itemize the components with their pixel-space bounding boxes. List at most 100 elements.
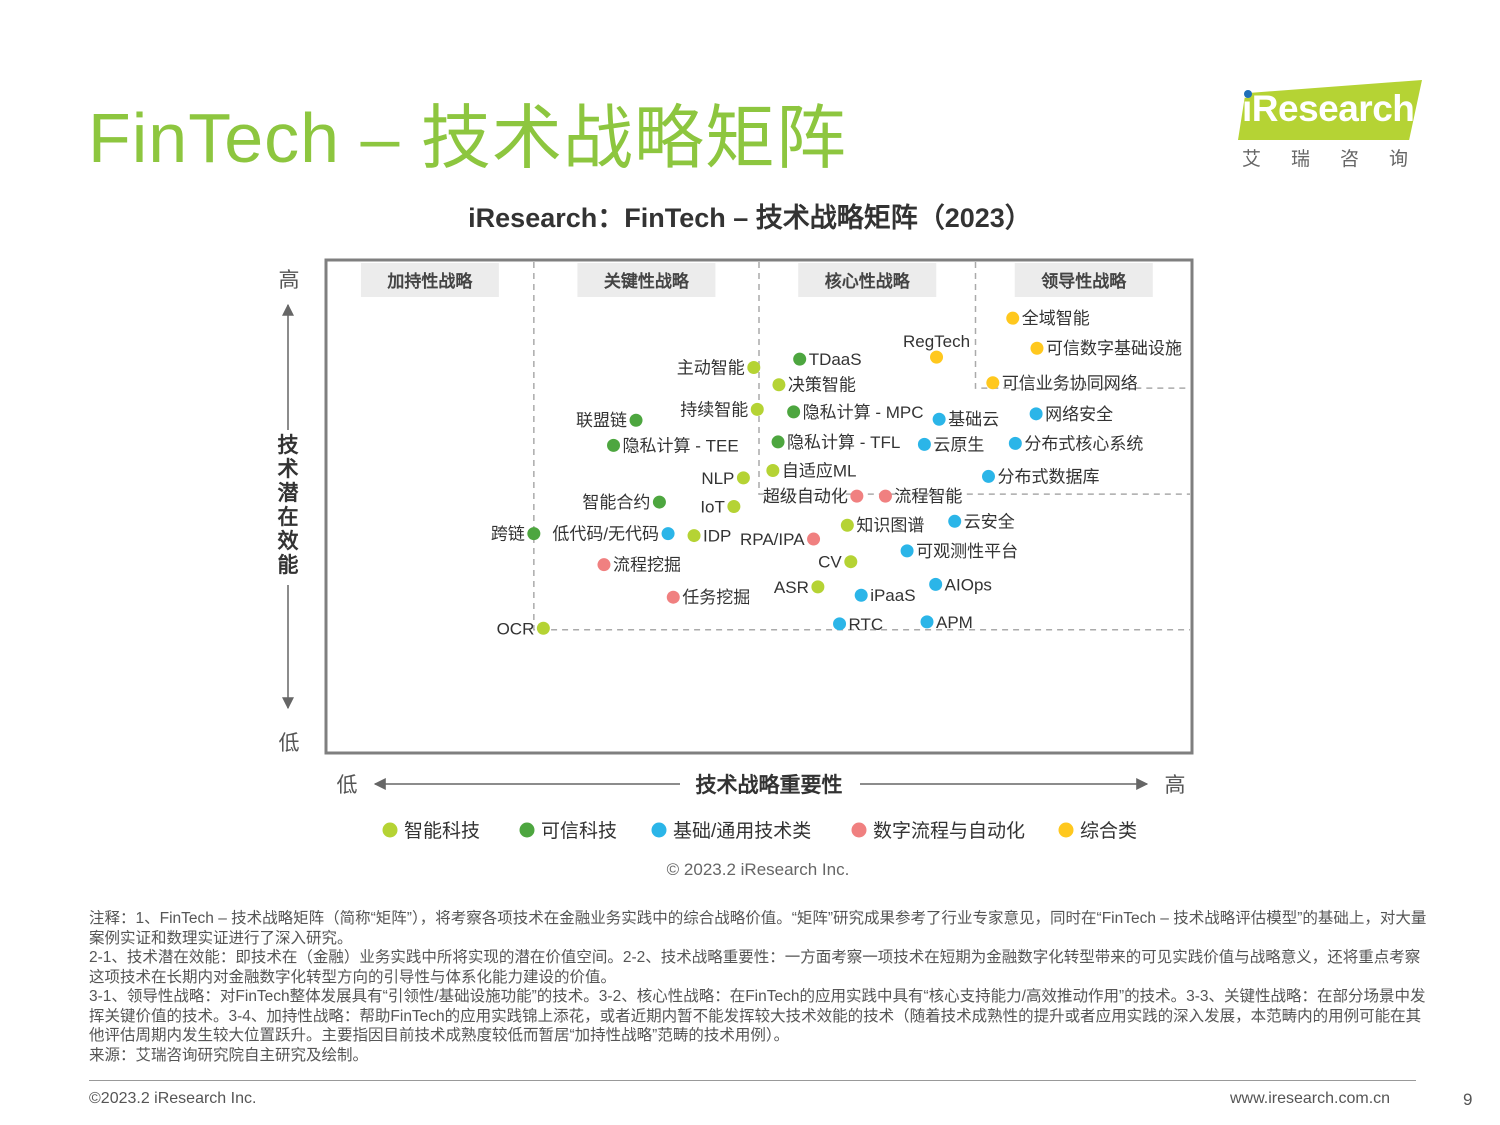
point-ipaas	[854, 588, 868, 602]
y-axis-high-label: 高	[279, 269, 300, 292]
point-label-rtc: RTC	[849, 615, 884, 634]
point-flow	[597, 558, 611, 572]
page-title: FinTech – 技术战略矩阵	[88, 99, 847, 177]
point-infra	[981, 469, 995, 483]
point-tee	[607, 438, 621, 452]
footnote-2: 2-1、技术潜在效能：即技术在（金融）业务实践中所将实现的潜在价值空间。2-2、…	[89, 949, 1421, 986]
point-infra	[932, 412, 946, 426]
page-number: 9	[1463, 1090, 1473, 1109]
point-general	[986, 376, 1000, 390]
point-infra	[917, 437, 931, 451]
point-cv	[844, 555, 858, 569]
point-flow	[666, 590, 680, 604]
point-mpc	[787, 405, 801, 419]
point-label-general: 全域智能	[1022, 309, 1090, 328]
point-rtc	[833, 617, 847, 631]
region-header-label: 加持性战略	[386, 271, 473, 291]
point-nlp	[736, 471, 750, 485]
legend: 智能科技 可信科技 基础/通用技术类 数字流程与自动化 综合类	[382, 820, 1137, 842]
point-label-ai: 主动智能	[677, 358, 745, 377]
point-label-flow: 流程挖掘	[613, 556, 681, 575]
legend-label-trust: 可信科技	[541, 820, 617, 842]
point-label-trust: 跨链	[491, 525, 525, 544]
region-header-bg	[360, 263, 499, 297]
legend-label-flow: 数字流程与自动化	[873, 820, 1025, 842]
point-label-flow: 任务挖掘	[682, 588, 750, 607]
point-label-infra: 云原生	[933, 435, 984, 454]
logo-dot	[1244, 90, 1252, 98]
point-label-infra: 低代码/无代码	[552, 525, 659, 544]
point-label-ai: 持续智能	[680, 400, 748, 419]
region-header-label: 核心性战略	[825, 271, 911, 291]
point-label-ai: 决策智能	[788, 376, 856, 395]
copyright: © 2023.2 iResearch Inc.	[667, 860, 850, 879]
point-label-infra: 分布式核心系统	[1024, 434, 1143, 453]
point-ml	[766, 464, 780, 478]
region-boundary-2	[758, 262, 1190, 495]
y-axis-low-label: 低	[279, 732, 300, 755]
point-label-tfl: 隐私计算 - TFL	[787, 433, 900, 452]
point-ai	[750, 402, 764, 416]
legend-label-infra: 基础/通用技术类	[673, 820, 811, 842]
region-header-label: 领导性战略	[1041, 271, 1127, 291]
point-label-iot: IoT	[700, 498, 725, 517]
point-infra	[1008, 436, 1022, 450]
point-label-infra: 分布式数据库	[997, 467, 1099, 486]
point-trust	[527, 527, 541, 541]
point-label-infra: 可观测性平台	[916, 542, 1018, 561]
point-label-infra: 云安全	[964, 512, 1015, 531]
point-general	[1030, 341, 1044, 355]
footnotes: 注释：1、FinTech – 技术战略矩阵（简称“矩阵”），将考察各项技术在金融…	[89, 909, 1429, 1065]
point-label-general: 可信数字基础设施	[1046, 339, 1182, 358]
point-label-idp: IDP	[703, 527, 731, 546]
point-label-mpc: 隐私计算 - MPC	[803, 403, 924, 422]
point-label-ocr: OCR	[497, 619, 535, 638]
iresearch-logo: iResearch 艾瑞咨询	[1238, 80, 1428, 170]
footer-copyright: ©2023.2 iResearch Inc.	[89, 1090, 257, 1107]
legend-swatch-ai	[382, 822, 398, 838]
point-label-general: 可信业务协同网络	[1002, 374, 1138, 393]
point-ocr	[536, 621, 550, 635]
point-label-flow: 流程智能	[894, 487, 962, 506]
point-label-aiops: AIOps	[945, 575, 992, 594]
point-label-regtech: RegTech	[903, 332, 970, 351]
region-header-bg	[577, 263, 716, 297]
point-general	[1006, 311, 1020, 325]
point-label-ai: 知识图谱	[856, 516, 924, 535]
logo-text: iResearch	[1242, 88, 1415, 129]
x-axis-label: 技术战略重要性	[696, 773, 843, 797]
legend-swatch-infra	[651, 822, 667, 838]
point-infra	[1029, 407, 1043, 421]
point-label-tee: 隐私计算 - TEE	[623, 436, 739, 455]
point-label-ml: 自适应ML	[782, 462, 857, 481]
point-idp	[687, 529, 701, 543]
point-iot	[727, 500, 741, 513]
point-flow	[850, 489, 864, 503]
footer-website: www.iresearch.com.cn	[1230, 1090, 1391, 1107]
point-tdaas	[793, 352, 807, 366]
point-label-flow: 超级自动化	[763, 487, 848, 506]
footnote-source: 来源：艾瑞咨询研究院自主研究及绘制。	[89, 1046, 369, 1064]
point-rpa-ipa	[807, 532, 821, 546]
point-flow	[878, 489, 892, 503]
point-label-infra: 网络安全	[1045, 405, 1113, 424]
point-regtech	[930, 350, 944, 364]
point-label-asr: ASR	[774, 578, 809, 597]
region-boundary-3	[974, 262, 1190, 389]
point-ai	[772, 378, 786, 392]
point-trust	[629, 413, 643, 427]
point-ai	[747, 360, 761, 374]
point-trust	[652, 495, 666, 509]
legend-swatch-general	[1058, 822, 1074, 838]
point-label-cv: CV	[818, 553, 842, 572]
point-label-apm: APM	[936, 613, 973, 632]
point-label-trust: 联盟链	[576, 411, 627, 430]
point-tfl	[771, 435, 785, 449]
point-label-tdaas: TDaaS	[809, 350, 862, 369]
point-asr	[811, 580, 825, 594]
point-aiops	[929, 577, 943, 591]
point-label-nlp: NLP	[701, 469, 734, 488]
legend-swatch-trust	[519, 822, 535, 838]
point-infra	[661, 527, 675, 541]
x-axis-high-label: 高	[1165, 774, 1186, 797]
